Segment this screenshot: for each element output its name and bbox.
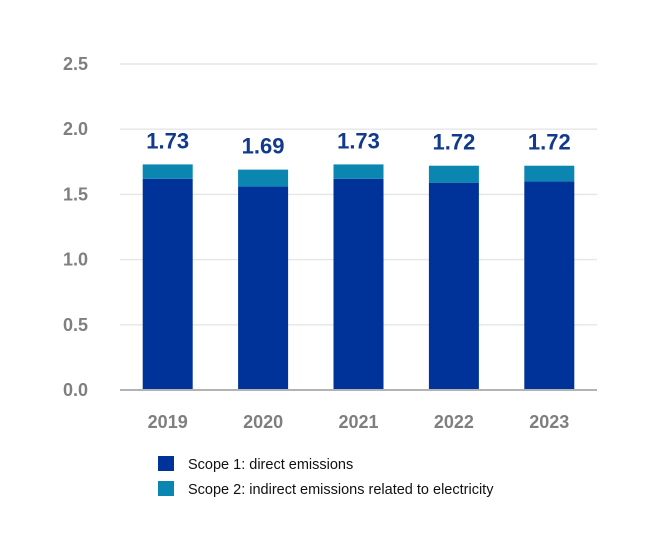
bar-segment-scope1-2023 [524, 181, 575, 390]
bar-segment-scope2-2023 [524, 165, 575, 182]
legend-label-scope2: Scope 2: indirect emissions related to e… [188, 482, 494, 498]
bar-segment-scope1-2022 [428, 182, 479, 390]
y-tick-label: 1.0 [63, 250, 88, 270]
y-tick-label: 1.5 [63, 184, 88, 204]
legend-swatch-scope1 [158, 456, 174, 471]
bar-segment-scope1-2019 [142, 178, 193, 390]
x-axis-ticks: 2019 2020 2021 2022 2023 [148, 412, 570, 432]
legend: Scope 1: direct emissions Scope 2: indire… [158, 456, 494, 498]
bar-total-label: 1.69 [242, 134, 285, 159]
bar-segment-scope1-2020 [238, 186, 289, 390]
bar-total-labels: 1.73 1.69 1.73 1.72 1.72 [146, 128, 570, 158]
y-axis-ticks: 0.0 0.5 1.0 1.5 2.0 2.5 [63, 54, 88, 400]
bar-segment-scope2-2020 [238, 169, 289, 187]
bar-segment-scope1-2021 [333, 178, 384, 390]
bars [142, 164, 575, 390]
y-tick-label: 0.5 [63, 315, 88, 335]
bar-segment-scope2-2021 [333, 164, 384, 179]
y-tick-label: 0.0 [63, 380, 88, 400]
y-tick-label: 2.0 [63, 119, 88, 139]
bar-segment-scope2-2019 [142, 164, 193, 179]
bar-total-label: 1.72 [528, 130, 571, 155]
x-tick-label: 2019 [148, 412, 188, 432]
y-tick-label: 2.5 [63, 54, 88, 74]
x-tick-label: 2021 [338, 412, 378, 432]
bar-total-label: 1.73 [337, 128, 380, 153]
bar-total-label: 1.72 [432, 130, 475, 155]
x-tick-label: 2020 [243, 412, 283, 432]
bar-segment-scope2-2022 [428, 165, 479, 183]
x-tick-label: 2023 [529, 412, 569, 432]
bar-total-label: 1.73 [146, 128, 189, 153]
legend-swatch-scope2 [158, 481, 174, 496]
x-tick-label: 2022 [434, 412, 474, 432]
legend-label-scope1: Scope 1: direct emissions [188, 457, 353, 473]
